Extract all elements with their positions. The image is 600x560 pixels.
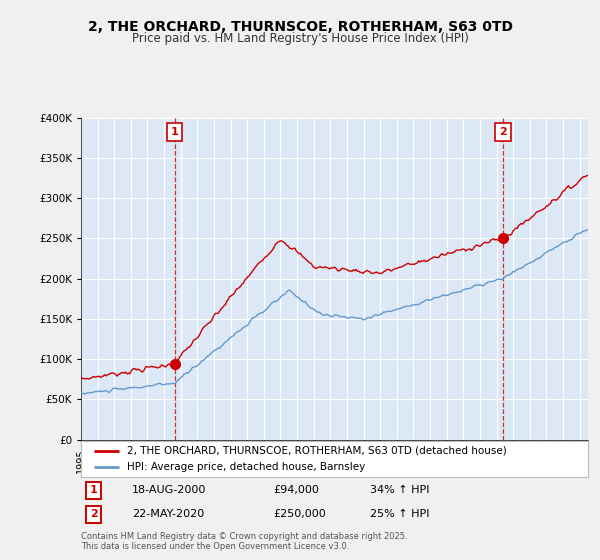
Text: £250,000: £250,000 xyxy=(274,509,326,519)
Text: 2, THE ORCHARD, THURNSCOE, ROTHERHAM, S63 0TD: 2, THE ORCHARD, THURNSCOE, ROTHERHAM, S6… xyxy=(88,20,512,34)
Text: 2, THE ORCHARD, THURNSCOE, ROTHERHAM, S63 0TD (detached house): 2, THE ORCHARD, THURNSCOE, ROTHERHAM, S6… xyxy=(127,446,506,455)
Text: Price paid vs. HM Land Registry's House Price Index (HPI): Price paid vs. HM Land Registry's House … xyxy=(131,32,469,45)
Text: £94,000: £94,000 xyxy=(274,486,320,496)
Text: 25% ↑ HPI: 25% ↑ HPI xyxy=(370,509,430,519)
Text: HPI: Average price, detached house, Barnsley: HPI: Average price, detached house, Barn… xyxy=(127,463,365,472)
Text: 1: 1 xyxy=(171,127,178,137)
Text: 22-MAY-2020: 22-MAY-2020 xyxy=(132,509,204,519)
Text: 34% ↑ HPI: 34% ↑ HPI xyxy=(370,486,430,496)
Text: 2: 2 xyxy=(499,127,507,137)
Text: 18-AUG-2000: 18-AUG-2000 xyxy=(132,486,206,496)
Text: 2: 2 xyxy=(90,509,98,519)
Text: Contains HM Land Registry data © Crown copyright and database right 2025.
This d: Contains HM Land Registry data © Crown c… xyxy=(81,532,407,552)
Text: 1: 1 xyxy=(90,486,98,496)
